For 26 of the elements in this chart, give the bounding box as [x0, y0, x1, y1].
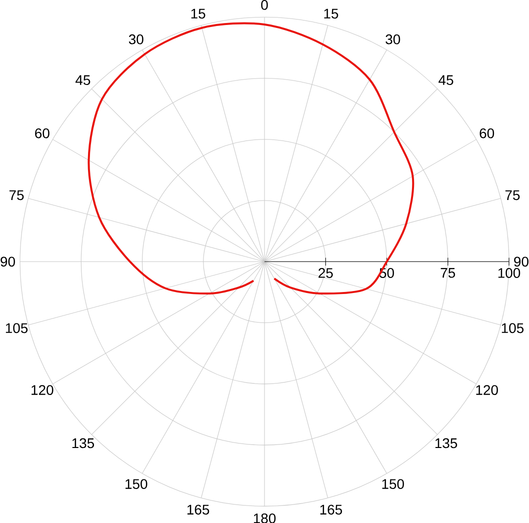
- spoke-label: 60: [480, 128, 494, 138]
- spoke-label: 60: [35, 128, 50, 138]
- spoke-label: 180: [254, 513, 276, 523]
- spoke-label: 15: [191, 8, 206, 18]
- spoke-label: 105: [502, 323, 524, 333]
- spoke-label: 165: [187, 504, 210, 514]
- spoke-label: 75: [505, 190, 520, 200]
- spoke-label: 135: [72, 438, 94, 448]
- spoke-label: 75: [9, 190, 24, 200]
- spoke-label: 45: [76, 75, 90, 85]
- spoke-label: 120: [32, 384, 54, 395]
- spoke-label: 30: [128, 34, 144, 44]
- spoke-label: 0: [261, 0, 268, 10]
- spoke-label: 120: [476, 384, 498, 395]
- spoke-label: 90: [0, 256, 15, 266]
- spoke-label: 105: [6, 323, 28, 333]
- y-tick-label: 25: [318, 268, 333, 278]
- y-tick-label: 100: [498, 268, 520, 278]
- spoke-label: 90: [514, 256, 528, 266]
- spoke-label: 15: [324, 8, 338, 18]
- spoke-label: 165: [320, 504, 342, 514]
- spoke-label: 45: [438, 75, 454, 85]
- spoke-label: 30: [386, 34, 400, 44]
- spoke-label: 135: [435, 438, 458, 448]
- spoke-label: 150: [382, 478, 404, 489]
- spoke-label: 150: [126, 478, 148, 489]
